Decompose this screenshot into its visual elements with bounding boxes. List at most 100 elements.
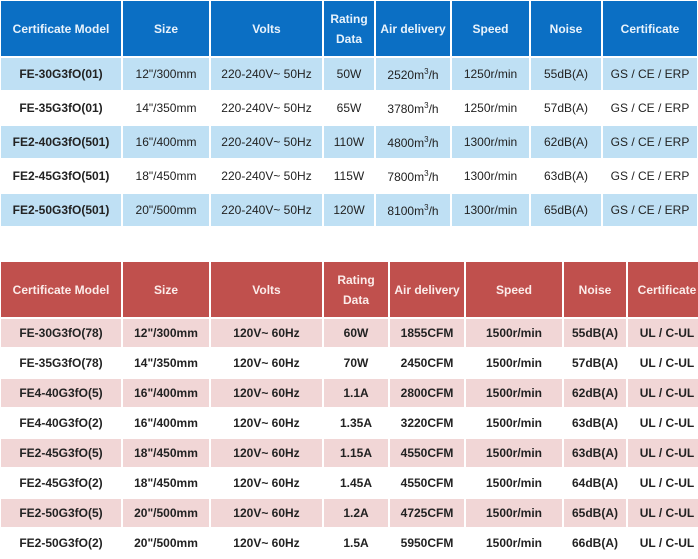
cell-rating: 60W [324,319,388,347]
cell-speed: 1500r/min [466,409,562,437]
table-row: FE-35G3fO(78) 14"/350mm 120V~ 60Hz 70W 2450C… [1,349,698,377]
cell-speed: 1300r/min [452,160,529,192]
cell-speed: 1500r/min [466,349,562,377]
cell-speed: 1300r/min [452,194,529,226]
cell-size: 18"/450mm [123,469,209,497]
cell-certificate: GS / CE / ERP [603,92,697,124]
header-data-line: Data [342,292,369,307]
header-data-line: Data [335,31,362,46]
cell-air-delivery: 5950CFM [390,529,464,557]
cell-model: FE-35G3fO(78) [1,349,121,377]
cell-certificate: UL / C-UL [628,319,698,347]
header-certificate: Certificate [603,1,697,56]
cell-certificate: UL / C-UL [628,499,698,527]
table-row: FE-30G3fO(01) 12"/300mm 220-240V~ 50Hz 50W 2… [1,58,697,90]
cell-size: 20"/500mm [123,499,209,527]
cell-noise: 57dB(A) [531,92,601,124]
cell-speed: 1250r/min [452,92,529,124]
table-row: FE-35G3fO(01) 14"/350mm 220-240V~ 50Hz 65W 3… [1,92,697,124]
header-air-delivery: Air delivery [390,262,464,317]
cell-volts: 120V~ 60Hz [211,319,322,347]
cell-certificate: GS / CE / ERP [603,194,697,226]
cell-volts: 220-240V~ 50Hz [211,92,322,124]
cell-rating: 1.1A [324,379,388,407]
cell-noise: 55dB(A) [531,58,601,90]
cell-model: FE2-45G3fO(2) [1,469,121,497]
air-unit: /h [428,67,439,82]
table-row: FE2-50G3fO(501) 20"/500mm 220-240V~ 50Hz 12… [1,194,697,226]
table-header-row: Certificate Model Size Volts Rating Data … [1,262,698,317]
table-row: FE2-45G3fO(2) 18"/450mm 120V~ 60Hz 1.45A 455… [1,469,698,497]
air-value: 2520m [387,67,425,82]
cell-air-delivery: 4800m3/h [376,126,450,158]
cell-air-delivery: 4725CFM [390,499,464,527]
cell-rating: 1.15A [324,439,388,467]
cell-rating: 1.35A [324,409,388,437]
120v-spec-table: Certificate Model Size Volts Rating Data … [0,260,698,559]
cell-certificate: GS / CE / ERP [603,58,697,90]
cell-air-delivery: 2800CFM [390,379,464,407]
cell-speed: 1500r/min [466,529,562,557]
air-value: 3780m [387,101,425,116]
cell-speed: 1500r/min [466,319,562,347]
cell-rating: 50W [324,58,374,90]
cell-volts: 120V~ 60Hz [211,439,322,467]
cell-noise: 57dB(A) [564,349,626,377]
cell-volts: 120V~ 60Hz [211,409,322,437]
cell-volts: 120V~ 60Hz [211,469,322,497]
air-unit: /h [428,135,439,150]
header-noise: Noise [564,262,626,317]
cell-air-delivery: 3220CFM [390,409,464,437]
cell-noise: 63dB(A) [531,160,601,192]
cell-volts: 220-240V~ 50Hz [211,126,322,158]
header-rating-data: Rating Data [324,1,374,56]
header-speed: Speed [452,1,529,56]
header-size: Size [123,262,209,317]
220v-spec-table: Certificate Model Size Volts Rating Data … [0,0,698,228]
table-row: FE2-50G3fO(5) 20"/500mm 120V~ 60Hz 1.2A 4725… [1,499,698,527]
cell-rating: 115W [324,160,374,192]
cell-size: 16"/400mm [123,126,209,158]
header-noise: Noise [531,1,601,56]
table-row: FE2-45G3fO(5) 18"/450mm 120V~ 60Hz 1.15A 455… [1,439,698,467]
cell-size: 14"/350mm [123,92,209,124]
cell-rating: 1.5A [324,529,388,557]
cell-certificate: UL / C-UL [628,439,698,467]
cell-air-delivery: 2520m3/h [376,58,450,90]
header-air-delivery: Air delivery [376,1,450,56]
header-rating-data: Rating Data [324,262,388,317]
header-certificate: Certificate [628,262,698,317]
cell-speed: 1500r/min [466,469,562,497]
cell-rating: 65W [324,92,374,124]
cell-model: FE4-40G3fO(5) [1,379,121,407]
cell-certificate: UL / C-UL [628,469,698,497]
cell-air-delivery: 4550CFM [390,469,464,497]
cell-model: FE2-40G3fO(501) [1,126,121,158]
cell-speed: 1300r/min [452,126,529,158]
cell-rating: 1.2A [324,499,388,527]
table-row: FE-30G3fO(78) 12"/300mm 120V~ 60Hz 60W 1855C… [1,319,698,347]
air-exponent: 3 [424,100,429,110]
header-volts: Volts [211,262,322,317]
cell-model: FE2-50G3fO(5) [1,499,121,527]
cell-certificate: GS / CE / ERP [603,126,697,158]
air-exponent: 3 [424,66,429,76]
cell-certificate: UL / C-UL [628,379,698,407]
header-size: Size [123,1,209,56]
air-value: 8100m [387,203,425,218]
cell-size: 16"/400mm [123,409,209,437]
cell-rating: 70W [324,349,388,377]
cell-size: 16"/400mm [123,379,209,407]
cell-rating: 1.45A [324,469,388,497]
cell-air-delivery: 3780m3/h [376,92,450,124]
cell-model: FE-30G3fO(01) [1,58,121,90]
air-value: 4800m [387,135,425,150]
cell-air-delivery: 7800m3/h [376,160,450,192]
cell-size: 12"/300mm [123,319,209,347]
cell-certificate: UL / C-UL [628,529,698,557]
air-exponent: 3 [424,168,429,178]
header-rating-line: Rating [330,11,368,26]
cell-size: 18"/450mm [123,439,209,467]
cell-model: FE2-50G3fO(501) [1,194,121,226]
table-header-row: Certificate Model Size Volts Rating Data … [1,1,697,56]
